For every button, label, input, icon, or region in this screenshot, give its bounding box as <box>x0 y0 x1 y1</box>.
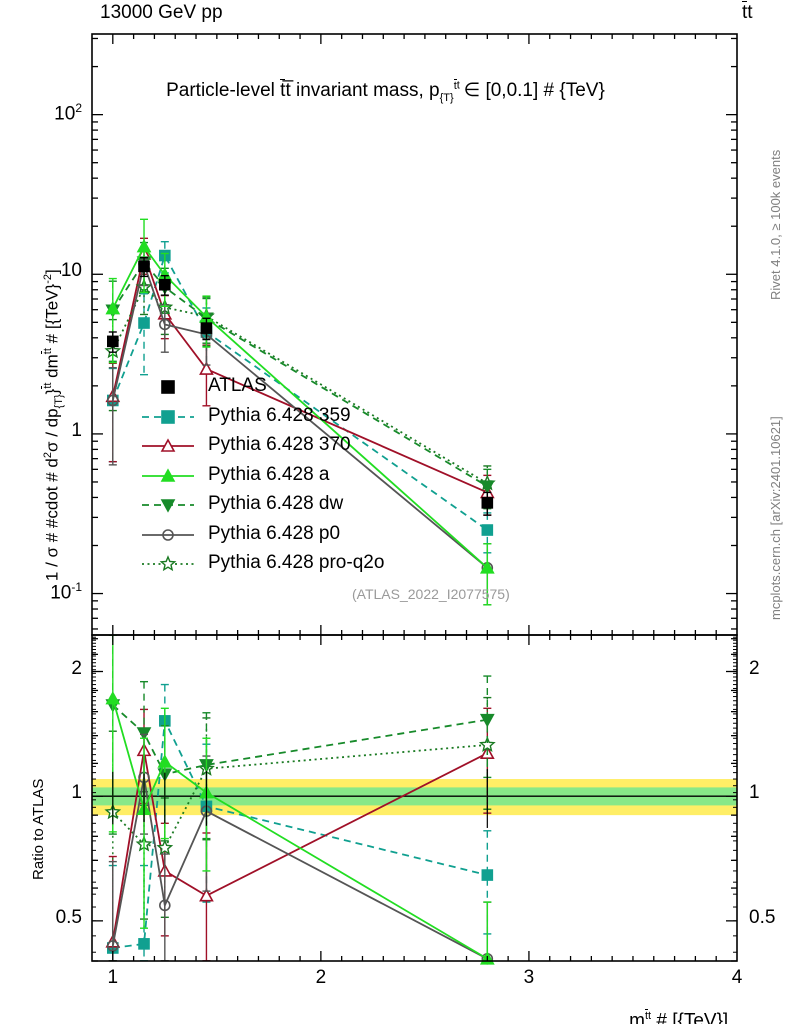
ratio-ytick-label: 2 <box>71 657 82 679</box>
data-point-star-marker <box>159 555 177 572</box>
data-point-circle-marker <box>162 528 174 541</box>
main-series-pa <box>105 218 495 606</box>
legend-symbol-p359 <box>142 409 194 424</box>
legend-label-p359: Pythia 6.428 359 <box>208 404 351 426</box>
ratio-ytick-label-right: 2 <box>749 657 760 679</box>
legend-symbol-pp0 <box>142 528 194 541</box>
data-point-tri-up-marker <box>157 754 173 768</box>
data-point-tri-up-marker <box>105 690 121 705</box>
header-right-label: tt <box>742 1 753 23</box>
legend-label-pq2o: Pythia 6.428 pro-q2o <box>208 552 385 573</box>
legend-symbol-pa <box>142 467 194 482</box>
data-point-square-marker <box>481 869 494 881</box>
data-point-tri-up-marker <box>105 300 121 315</box>
data-point-tri-down-marker <box>479 480 495 494</box>
data-point-square-marker <box>107 335 119 348</box>
data-point-square-marker <box>138 317 150 329</box>
data-point-square-marker <box>138 260 150 273</box>
xtick-label: 1 <box>107 967 119 988</box>
data-point-circle-marker <box>159 899 171 912</box>
legend-label-pp0: Pythia 6.428 p0 <box>208 522 341 544</box>
data-point-square-marker <box>481 524 494 536</box>
ratio-ytick-label-right: 1 <box>749 782 760 804</box>
main-ytick-label: 10-1 <box>50 579 82 603</box>
data-point-tri-up-marker <box>199 888 214 902</box>
series-line-p359 <box>112 717 488 949</box>
xaxis-label: mtt # [{TeV}] <box>629 1009 729 1024</box>
data-point-tri-down-marker <box>160 499 176 513</box>
data-point-tri-down-marker <box>479 713 495 728</box>
main-ytick-label: 1 <box>71 419 82 441</box>
legend-symbol-atlas <box>161 380 175 394</box>
data-point-tri-up-marker <box>136 238 152 253</box>
data-point-circle-marker <box>107 940 119 952</box>
xtick-label: 4 <box>731 967 743 988</box>
data-point-square-marker <box>159 278 171 291</box>
legend-label-pdw: Pythia 6.428 dw <box>208 493 344 514</box>
data-point-star-marker <box>156 839 174 856</box>
data-point-square-marker <box>161 380 175 394</box>
legend-label-atlas: ATLAS <box>208 375 267 396</box>
legend-label-p370: Pythia 6.428 370 <box>208 434 351 455</box>
data-point-square-marker <box>161 409 175 424</box>
data-point-star-marker <box>478 736 496 753</box>
series-line-pq2o <box>112 743 488 849</box>
data-point-tri-up-marker <box>160 438 176 452</box>
header-left-label: 13000 GeV pp <box>100 2 223 23</box>
legend-symbol-pq2o <box>142 555 194 572</box>
main-ytick-label: 102 <box>54 100 82 124</box>
main-series-atlas <box>107 257 494 516</box>
data-point-circle-marker <box>159 318 171 331</box>
legend-symbol-pdw <box>142 499 194 513</box>
data-point-tri-up-marker <box>199 361 214 375</box>
ratio-ytick-label: 0.5 <box>55 906 82 928</box>
data-point-square-marker <box>481 497 494 509</box>
xtick-label: 3 <box>523 967 535 988</box>
ratio-ytick-label: 1 <box>71 782 82 804</box>
main-ytick-label: 10 <box>60 260 82 282</box>
legend-label-pa: Pythia 6.428 a <box>208 463 330 485</box>
ratio-series-atlas <box>112 769 488 828</box>
data-point-circle-marker <box>107 394 119 407</box>
ratio-ytick-label-right: 0.5 <box>749 906 776 928</box>
main-plot-title: Particle-level tt̅ invariant mass, p{T}t… <box>166 78 605 104</box>
data-point-square-marker <box>138 938 150 950</box>
legend-symbol-p370 <box>142 438 194 452</box>
data-point-square-marker <box>200 322 213 334</box>
xtick-label: 2 <box>315 967 327 988</box>
data-point-tri-up-marker <box>479 560 495 574</box>
watermark: (ATLAS_2022_I2077575) <box>352 586 510 602</box>
ratio-panel-frame <box>91 634 738 962</box>
data-point-tri-up-marker <box>160 467 176 482</box>
data-point-tri-down-marker <box>136 727 152 741</box>
